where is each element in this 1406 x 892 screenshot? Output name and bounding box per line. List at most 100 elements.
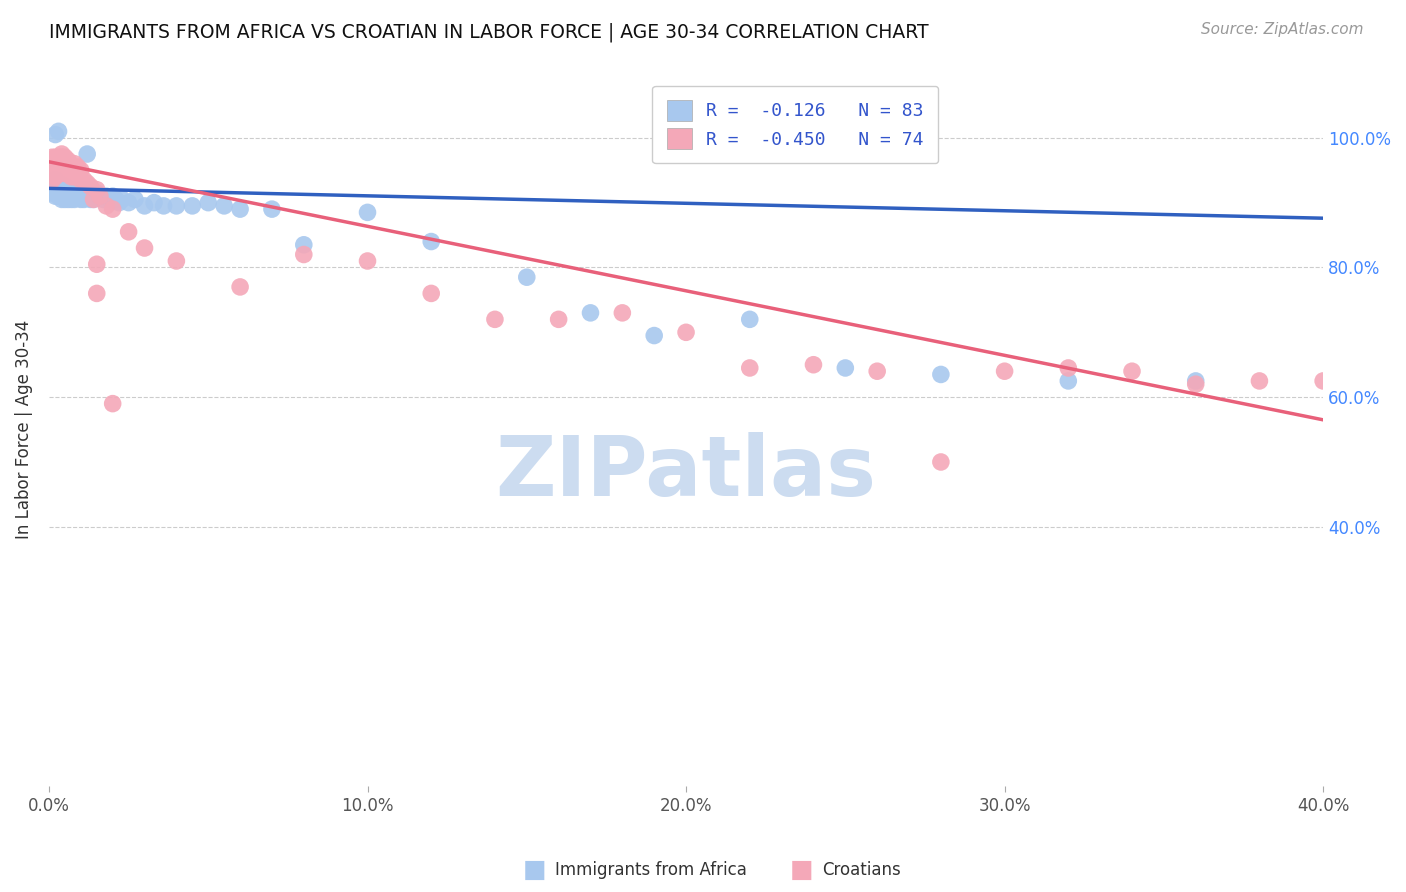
Point <box>229 202 252 216</box>
Point <box>260 202 283 216</box>
Point <box>51 160 73 174</box>
Point <box>108 195 131 210</box>
Point <box>56 186 79 200</box>
Point <box>69 163 91 178</box>
Point <box>48 157 70 171</box>
Point <box>83 193 105 207</box>
Point <box>63 163 86 178</box>
Point <box>48 163 70 178</box>
Point <box>79 179 101 194</box>
Point <box>117 195 139 210</box>
Point <box>48 189 70 203</box>
Point <box>152 199 174 213</box>
Point <box>73 189 96 203</box>
Point <box>44 183 66 197</box>
Point <box>643 328 665 343</box>
Point <box>547 312 569 326</box>
Point <box>96 189 118 203</box>
Point <box>803 358 825 372</box>
Point <box>834 361 856 376</box>
Point <box>53 183 76 197</box>
Point <box>66 163 89 178</box>
Point <box>63 169 86 184</box>
Point <box>51 186 73 200</box>
Point <box>1057 374 1080 388</box>
Point <box>79 193 101 207</box>
Point <box>51 157 73 171</box>
Point <box>1184 377 1206 392</box>
Y-axis label: In Labor Force | Age 30-34: In Labor Force | Age 30-34 <box>15 320 32 539</box>
Point <box>134 199 156 213</box>
Point <box>420 235 443 249</box>
Point <box>66 189 89 203</box>
Point <box>101 396 124 410</box>
Point <box>51 157 73 171</box>
Point <box>1121 364 1143 378</box>
Point <box>48 166 70 180</box>
Point <box>63 157 86 171</box>
Point <box>69 173 91 187</box>
Point <box>98 193 121 207</box>
Point <box>56 189 79 203</box>
Point <box>56 183 79 197</box>
Point <box>48 176 70 190</box>
Point <box>60 186 83 200</box>
Point <box>69 186 91 200</box>
Point <box>48 150 70 164</box>
Point <box>41 186 63 200</box>
Point <box>48 163 70 178</box>
Point <box>48 160 70 174</box>
Point <box>73 193 96 207</box>
Point <box>41 166 63 180</box>
Point <box>86 186 108 200</box>
Point <box>56 153 79 168</box>
Point <box>675 326 697 340</box>
Point <box>51 150 73 164</box>
Text: ZIPatlas: ZIPatlas <box>495 432 876 513</box>
Point <box>56 157 79 171</box>
Point <box>929 455 952 469</box>
Point <box>44 157 66 171</box>
Point <box>579 306 602 320</box>
Point <box>51 183 73 197</box>
Point <box>86 286 108 301</box>
Point <box>356 254 378 268</box>
Point <box>63 189 86 203</box>
Point <box>56 193 79 207</box>
Point <box>165 199 187 213</box>
Point <box>41 173 63 187</box>
Point <box>76 147 98 161</box>
Point <box>89 189 111 203</box>
Point <box>63 193 86 207</box>
Point <box>44 163 66 178</box>
Point <box>1184 374 1206 388</box>
Point <box>1249 374 1271 388</box>
Point <box>76 176 98 190</box>
Point <box>48 124 70 138</box>
Point <box>53 186 76 200</box>
Point <box>165 254 187 268</box>
Point <box>60 183 83 197</box>
Point <box>76 183 98 197</box>
Point <box>44 150 66 164</box>
Point <box>111 193 134 207</box>
Point <box>53 160 76 174</box>
Text: ■: ■ <box>523 858 546 881</box>
Point <box>60 163 83 178</box>
Point <box>69 193 91 207</box>
Point <box>63 186 86 200</box>
Text: IMMIGRANTS FROM AFRICA VS CROATIAN IN LABOR FORCE | AGE 30-34 CORRELATION CHART: IMMIGRANTS FROM AFRICA VS CROATIAN IN LA… <box>49 22 929 42</box>
Point <box>212 199 235 213</box>
Point <box>197 195 219 210</box>
Point <box>101 202 124 216</box>
Point <box>53 150 76 164</box>
Point <box>66 160 89 174</box>
Point <box>86 183 108 197</box>
Point <box>48 186 70 200</box>
Text: ■: ■ <box>790 858 813 881</box>
Point <box>89 189 111 203</box>
Point <box>86 189 108 203</box>
Point <box>738 312 761 326</box>
Point <box>124 193 146 207</box>
Point <box>53 166 76 180</box>
